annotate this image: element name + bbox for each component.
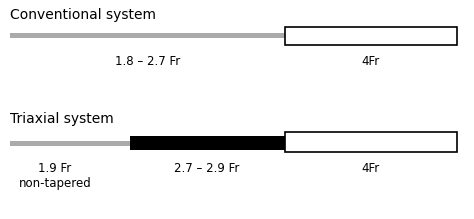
- Text: 1.8 – 2.7 Fr: 1.8 – 2.7 Fr: [115, 55, 181, 68]
- Bar: [10, 141, 130, 146]
- Bar: [10, 33, 285, 38]
- Text: 1.9 Fr
non-tapered: 1.9 Fr non-tapered: [18, 162, 91, 190]
- Text: Triaxial system: Triaxial system: [10, 112, 114, 126]
- Text: 2.7 – 2.9 Fr: 2.7 – 2.9 Fr: [174, 162, 240, 175]
- Text: Conventional system: Conventional system: [10, 8, 156, 22]
- Bar: [130, 136, 285, 150]
- Bar: [285, 27, 457, 45]
- Text: 4Fr: 4Fr: [362, 162, 380, 175]
- Text: 4Fr: 4Fr: [362, 55, 380, 68]
- Bar: [285, 132, 457, 152]
